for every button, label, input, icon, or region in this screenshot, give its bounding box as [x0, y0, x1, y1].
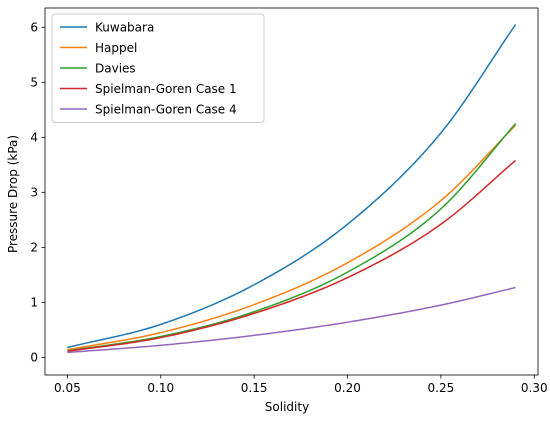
x-axis-ticks: 0.05 0.10 0.15 0.20 0.25 0.30	[54, 375, 548, 395]
legend: Kuwabara Happel Davies Spielman-Goren Case …	[51, 13, 265, 123]
x-tick-label: 0.10	[147, 381, 174, 395]
series-line-1	[67, 124, 517, 351]
y-axis-ticks: 0 1 2 3 4 5 6	[30, 21, 45, 365]
legend-label-0: Kuwabara	[95, 20, 154, 34]
legend-label-3: Spielman-Goren Case 1	[95, 82, 237, 96]
x-tick-label: 0.25	[428, 381, 455, 395]
x-tick-label: 0.05	[54, 381, 81, 395]
series-lines	[67, 24, 517, 354]
legend-label-1: Happel	[95, 41, 137, 55]
series-line-2	[67, 123, 517, 352]
legend-box	[51, 13, 265, 123]
legend-label-4: Spielman-Goren Case 4	[95, 102, 237, 116]
y-tick-label: 5	[30, 76, 38, 90]
legend-label-2: Davies	[95, 61, 136, 75]
y-tick-label: 4	[30, 131, 38, 145]
y-tick-label: 6	[30, 21, 38, 35]
x-tick-label: 0.15	[241, 381, 268, 395]
x-tick-label: 0.30	[521, 381, 548, 395]
y-tick-label: 2	[30, 241, 38, 255]
series-line-0	[67, 24, 517, 349]
series-line-4	[67, 286, 516, 354]
y-axis-label: Pressure Drop (kPa)	[6, 135, 20, 253]
series-line-3	[67, 159, 517, 353]
x-tick-label: 0.20	[334, 381, 361, 395]
y-tick-label: 0	[30, 351, 38, 365]
x-axis-label: Solidity	[265, 400, 309, 414]
y-tick-label: 1	[30, 296, 38, 310]
y-tick-label: 3	[30, 186, 38, 200]
